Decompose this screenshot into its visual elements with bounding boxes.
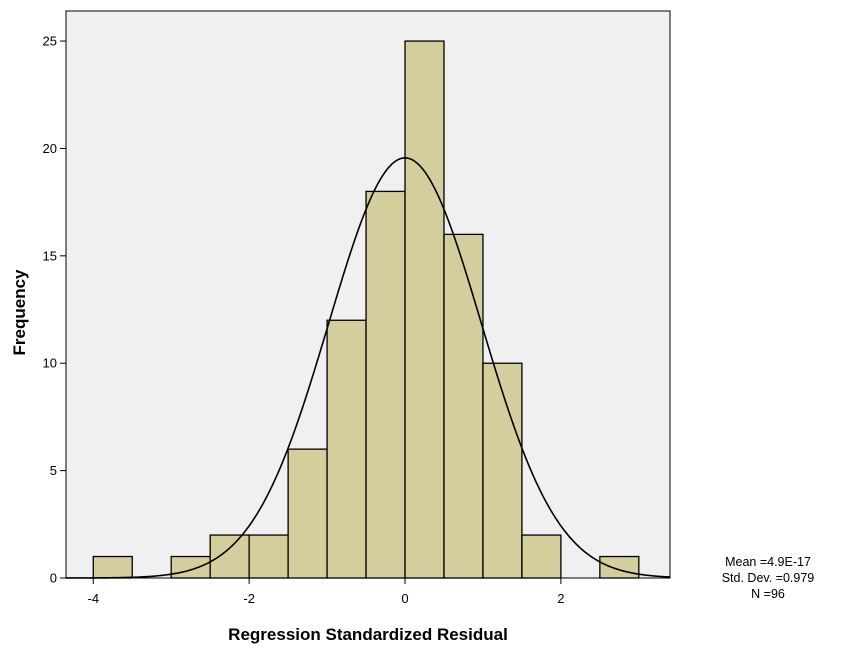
stats-n: N =96 [751, 587, 785, 601]
stats-box: Mean =4.9E-17 Std. Dev. =0.979 N =96 [708, 554, 828, 602]
y-tick-label: 15 [43, 248, 57, 263]
histogram-bar [443, 233, 484, 579]
histogram-bar [404, 40, 445, 579]
histogram-bar [209, 534, 250, 579]
y-tick-label: 0 [50, 571, 57, 586]
normal-curve [66, 157, 671, 579]
histogram-bar [92, 555, 133, 579]
histogram-bar [365, 190, 406, 579]
x-axis: -4 -2 0 2 [87, 578, 565, 606]
y-tick-label: 20 [43, 141, 57, 156]
histogram-bar [599, 555, 640, 579]
y-tick-label: 25 [43, 34, 57, 49]
x-tick-label: 0 [401, 591, 408, 606]
x-tick-label: -4 [87, 591, 99, 606]
histogram-bar [287, 448, 328, 579]
histogram-bar [326, 319, 367, 579]
x-tick-label: 2 [557, 591, 564, 606]
stats-mean: Mean =4.9E-17 [725, 555, 811, 569]
y-tick-label: 10 [43, 356, 57, 371]
histogram-bars [92, 40, 640, 579]
x-axis-title: Regression Standardized Residual [228, 625, 508, 644]
x-tick-label: -2 [243, 591, 255, 606]
histogram-bar [482, 362, 523, 579]
histogram-bar [248, 534, 289, 579]
y-axis-title: Frequency [10, 269, 29, 356]
y-axis: 0 5 10 15 20 25 [43, 34, 66, 586]
histogram-bar [521, 534, 562, 579]
y-tick-label: 5 [50, 463, 57, 478]
stats-std-dev: Std. Dev. =0.979 [721, 571, 815, 585]
histogram-bar [170, 555, 211, 579]
